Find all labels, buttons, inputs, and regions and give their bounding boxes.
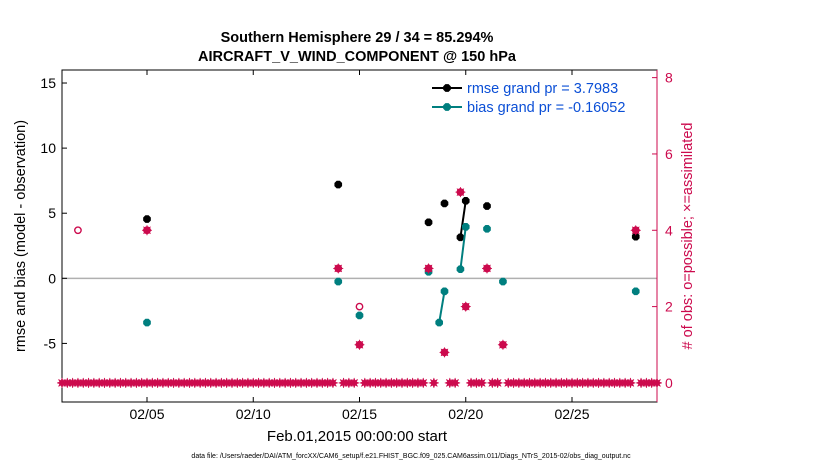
x-tick-label: 02/20 (448, 406, 483, 422)
chart-title: Southern Hemisphere 29 / 34 = 85.294% (221, 30, 494, 46)
bias-point (440, 287, 449, 296)
obs-count-zero-marker (428, 377, 440, 389)
obs-count-zero-marker (348, 377, 360, 389)
legend-bias-marker (443, 103, 451, 111)
bias-point (435, 318, 444, 327)
y2-axis-label: # of obs: o=possible; ×=assimilated (680, 123, 696, 350)
obs-count-zero-marker (651, 377, 663, 389)
plot-frame (61, 69, 658, 403)
marks-layer (56, 180, 663, 389)
obs-assimilated-marker (481, 262, 493, 275)
y-tick-label: 0 (48, 270, 56, 286)
obs-assimilated-marker (141, 224, 153, 237)
obs-count-zero-marker (449, 377, 461, 389)
obs-possible-marker (355, 302, 364, 311)
bias-point (499, 277, 507, 286)
obs-count-zero-marker (475, 377, 488, 389)
obs-assimilated-marker (460, 300, 472, 313)
legend-rmse-marker (443, 84, 451, 92)
obs-assimilated-marker (353, 339, 366, 351)
chart-subtitle: AIRCRAFT_V_WIND_COMPONENT @ 150 hPa (198, 49, 517, 65)
bias-point (456, 265, 465, 274)
obs-count-zero-marker (327, 377, 339, 389)
y-tick-label: 15 (40, 75, 56, 91)
axes-layer: 02/05 02/10 02/15 02/20 02/25 -5 0 5 10 15 0 2 4 6 8 (40, 69, 673, 422)
obs-count-zero-marker (491, 377, 504, 389)
obs-assimilated-marker (438, 346, 451, 359)
rmse-point (334, 180, 343, 189)
obs-assimilated-marker (454, 186, 467, 198)
rmse-point (461, 197, 470, 205)
y2-tick-label: 8 (665, 70, 673, 86)
obs-assimilated-marker (332, 262, 344, 275)
y2-tick-label: 6 (665, 146, 673, 162)
x-axis-label: Feb.01,2015 00:00:00 start (267, 428, 448, 445)
bias-point (355, 311, 364, 320)
bias-line-segment (438, 291, 446, 323)
obs-count-zero-marker (624, 377, 637, 389)
obs-possible-marker (74, 226, 82, 235)
legend-bias-label: bias grand pr = -0.16052 (467, 100, 625, 116)
bias-point (334, 277, 343, 286)
bias-point (631, 287, 640, 296)
legend-rmse-label: rmse grand pr = 3.7983 (467, 81, 618, 97)
x-tick-label: 02/25 (554, 406, 589, 422)
rmse-point (440, 199, 449, 208)
y-tick-label: 10 (40, 140, 56, 156)
bias-point (143, 318, 151, 327)
y-axis-label: rmse and bias (model - observation) (13, 120, 29, 352)
obs-assimilated-marker (630, 224, 642, 237)
y2-tick-label: 4 (665, 222, 673, 238)
rmse-point (631, 232, 640, 241)
bias-line-segment (459, 226, 467, 270)
x-tick-label: 02/10 (236, 406, 271, 422)
rmse-point (456, 233, 465, 242)
obs-assimilated-marker (497, 339, 509, 351)
obs-assimilated-marker (422, 262, 435, 275)
rmse-point (424, 218, 433, 227)
rmse-point (483, 202, 491, 210)
legend: rmse grand pr = 3.7983 bias grand pr = -0… (432, 81, 625, 116)
rmse-point (143, 215, 151, 223)
rmse-line-segment (459, 200, 467, 238)
y2-tick-label: 0 (665, 375, 673, 391)
y2-tick-label: 2 (665, 299, 673, 315)
obs-count-zero-marker (417, 377, 429, 389)
x-tick-label: 02/15 (342, 406, 377, 422)
bias-point (483, 225, 491, 233)
x-tick-label: 02/05 (129, 406, 164, 422)
bias-point (461, 223, 470, 231)
data-file-footnote: data file: /Users/raeder/DAI/ATM_forcXX/… (191, 453, 631, 460)
y-tick-label: 5 (48, 205, 56, 221)
y-tick-label: -5 (44, 335, 57, 351)
